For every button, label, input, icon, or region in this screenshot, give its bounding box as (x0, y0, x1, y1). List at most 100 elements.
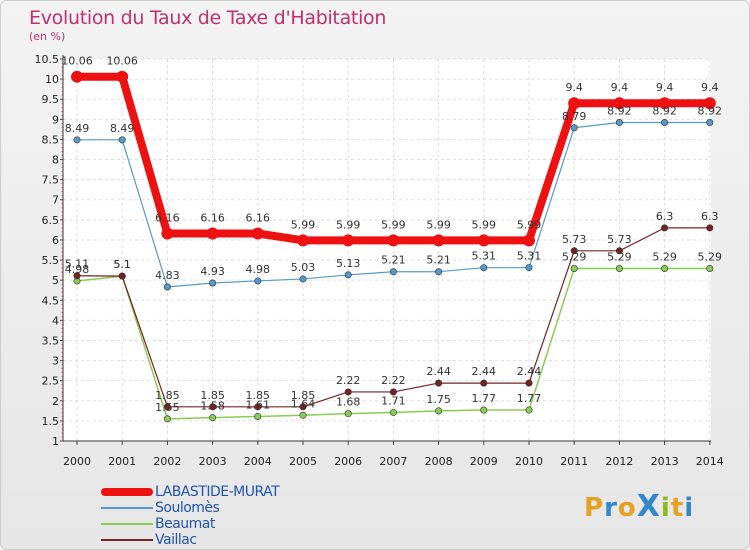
data-point-labastide-murat (658, 97, 671, 110)
data-label-vaillac: 2.44 (517, 365, 542, 378)
data-point-vaillac (480, 379, 488, 387)
plot-area (63, 59, 711, 441)
logo-letter: i (684, 493, 695, 523)
data-label-beaumat: 1.75 (426, 393, 451, 406)
data-point-labastide-murat (161, 227, 174, 240)
data-labels: 4.98 5.1 1.55 1.58 1.61 1.64 1.68 1.71 1.75 1.77 1… (61, 55, 722, 414)
x-tick-label: 2001 (108, 455, 136, 468)
data-label-soulom-s: 8.92 (652, 105, 677, 118)
data-label-labastide-murat: 9.4 (611, 81, 629, 94)
legend-label: Beaumat (155, 516, 215, 532)
data-label-vaillac: 2.44 (426, 365, 451, 378)
x-tick-label: 2002 (153, 455, 181, 468)
data-label-soulom-s: 8.79 (562, 110, 587, 123)
y-tick-label: 3.5 (42, 334, 60, 347)
data-point-beaumat (389, 408, 397, 416)
y-tick-label: 8 (52, 154, 59, 167)
data-label-beaumat: 5.1 (113, 258, 131, 271)
data-label-soulom-s: 4.93 (200, 265, 225, 278)
legend-item-labastide-murat[interactable]: LABASTIDE-MURAT (101, 484, 361, 500)
data-label-beaumat: 1.77 (517, 392, 542, 405)
data-label-labastide-murat: 10.06 (61, 55, 93, 68)
data-point-vaillac (570, 247, 578, 255)
y-tick-label: 4 (52, 314, 59, 327)
data-point-beaumat (706, 264, 714, 272)
y-tick-label: 6.5 (42, 214, 60, 227)
data-label-soulom-s: 4.98 (246, 263, 271, 276)
data-label-vaillac: 1.85 (246, 389, 271, 402)
data-label-beaumat: 5.29 (652, 250, 677, 263)
data-point-soulom-s (73, 136, 81, 144)
data-point-soulom-s (389, 268, 397, 276)
data-label-beaumat: 1.61 (246, 398, 271, 411)
legend-label: LABASTIDE-MURAT (155, 484, 280, 500)
data-point-beaumat (209, 414, 217, 422)
y-tick-label: 5 (52, 274, 59, 287)
x-tick-label: 2003 (199, 455, 227, 468)
legend-label: Soulomès (155, 500, 220, 516)
data-point-labastide-murat (477, 234, 490, 247)
data-label-soulom-s: 8.92 (607, 105, 632, 118)
y-tick-label: 9 (52, 113, 59, 126)
data-label-vaillac: 5.73 (607, 233, 632, 246)
data-label-soulom-s: 8.49 (65, 122, 90, 135)
x-tick-label: 2014 (696, 455, 724, 468)
x-tick-label: 2011 (560, 455, 588, 468)
data-label-vaillac: 1.85 (291, 389, 316, 402)
y-tick-label: 2 (52, 395, 59, 408)
x-tick-label: 2012 (605, 455, 633, 468)
data-point-labastide-murat (703, 97, 716, 110)
y-tick-label: 1.5 (42, 415, 60, 428)
data-point-soulom-s (435, 268, 443, 276)
data-label-beaumat: 1.58 (200, 400, 225, 413)
data-label-beaumat: 1.77 (472, 392, 497, 405)
data-label-soulom-s: 5.31 (472, 250, 497, 263)
data-point-beaumat (254, 412, 262, 420)
data-point-vaillac (389, 388, 397, 396)
data-point-vaillac (254, 403, 262, 411)
proxiti-logo: ProXiti (584, 489, 694, 524)
data-point-soulom-s (706, 119, 714, 127)
data-point-soulom-s (254, 277, 262, 285)
legend-swatch-labastide-murat (101, 488, 153, 496)
y-tick-label: 3 (52, 355, 59, 368)
data-label-beaumat: 1.64 (291, 397, 316, 410)
logo-letter: t (670, 493, 685, 523)
x-tick-label: 2009 (470, 455, 498, 468)
legend: LABASTIDE-MURAT Soulomès Beaumat Vaillac (101, 484, 361, 548)
data-label-vaillac: 6.3 (701, 210, 719, 223)
data-point-soulom-s (525, 264, 533, 272)
data-point-labastide-murat (206, 227, 219, 240)
data-label-soulom-s: 5.31 (517, 250, 542, 263)
data-label-beaumat: 5.29 (607, 250, 632, 263)
data-label-beaumat: 1.71 (381, 394, 406, 407)
y-tick-label: 7 (52, 194, 59, 207)
data-point-beaumat (163, 415, 171, 423)
data-label-vaillac: 5.1 (113, 258, 131, 271)
axes: 11.522.533.544.555.566.577.588.599.51010… (35, 53, 724, 468)
data-label-beaumat: 4.98 (65, 263, 90, 276)
y-tick-label: 10 (45, 73, 59, 86)
y-tick-label: 6 (52, 234, 59, 247)
data-point-beaumat (661, 264, 669, 272)
x-tick-label: 2007 (379, 455, 407, 468)
data-point-beaumat (344, 410, 352, 418)
legend-swatch-beaumat (101, 523, 153, 525)
data-label-labastide-murat: 6.16 (246, 212, 271, 225)
data-label-labastide-murat: 5.99 (291, 218, 316, 231)
legend-item-beaumat[interactable]: Beaumat (101, 516, 361, 532)
legend-item-soulomes[interactable]: Soulomès (101, 500, 361, 516)
data-label-soulom-s: 5.03 (291, 261, 316, 274)
data-point-beaumat (615, 264, 623, 272)
logo-letter: o (617, 493, 637, 523)
legend-item-vaillac[interactable]: Vaillac (101, 532, 361, 548)
chart-subtitle: (en %) (29, 30, 66, 43)
data-point-soulom-s (480, 264, 488, 272)
data-point-vaillac (118, 272, 126, 280)
data-label-soulom-s: 4.83 (155, 269, 180, 282)
data-point-beaumat (299, 411, 307, 419)
y-tick-label: 9.5 (42, 93, 60, 106)
data-point-labastide-murat (297, 234, 309, 247)
